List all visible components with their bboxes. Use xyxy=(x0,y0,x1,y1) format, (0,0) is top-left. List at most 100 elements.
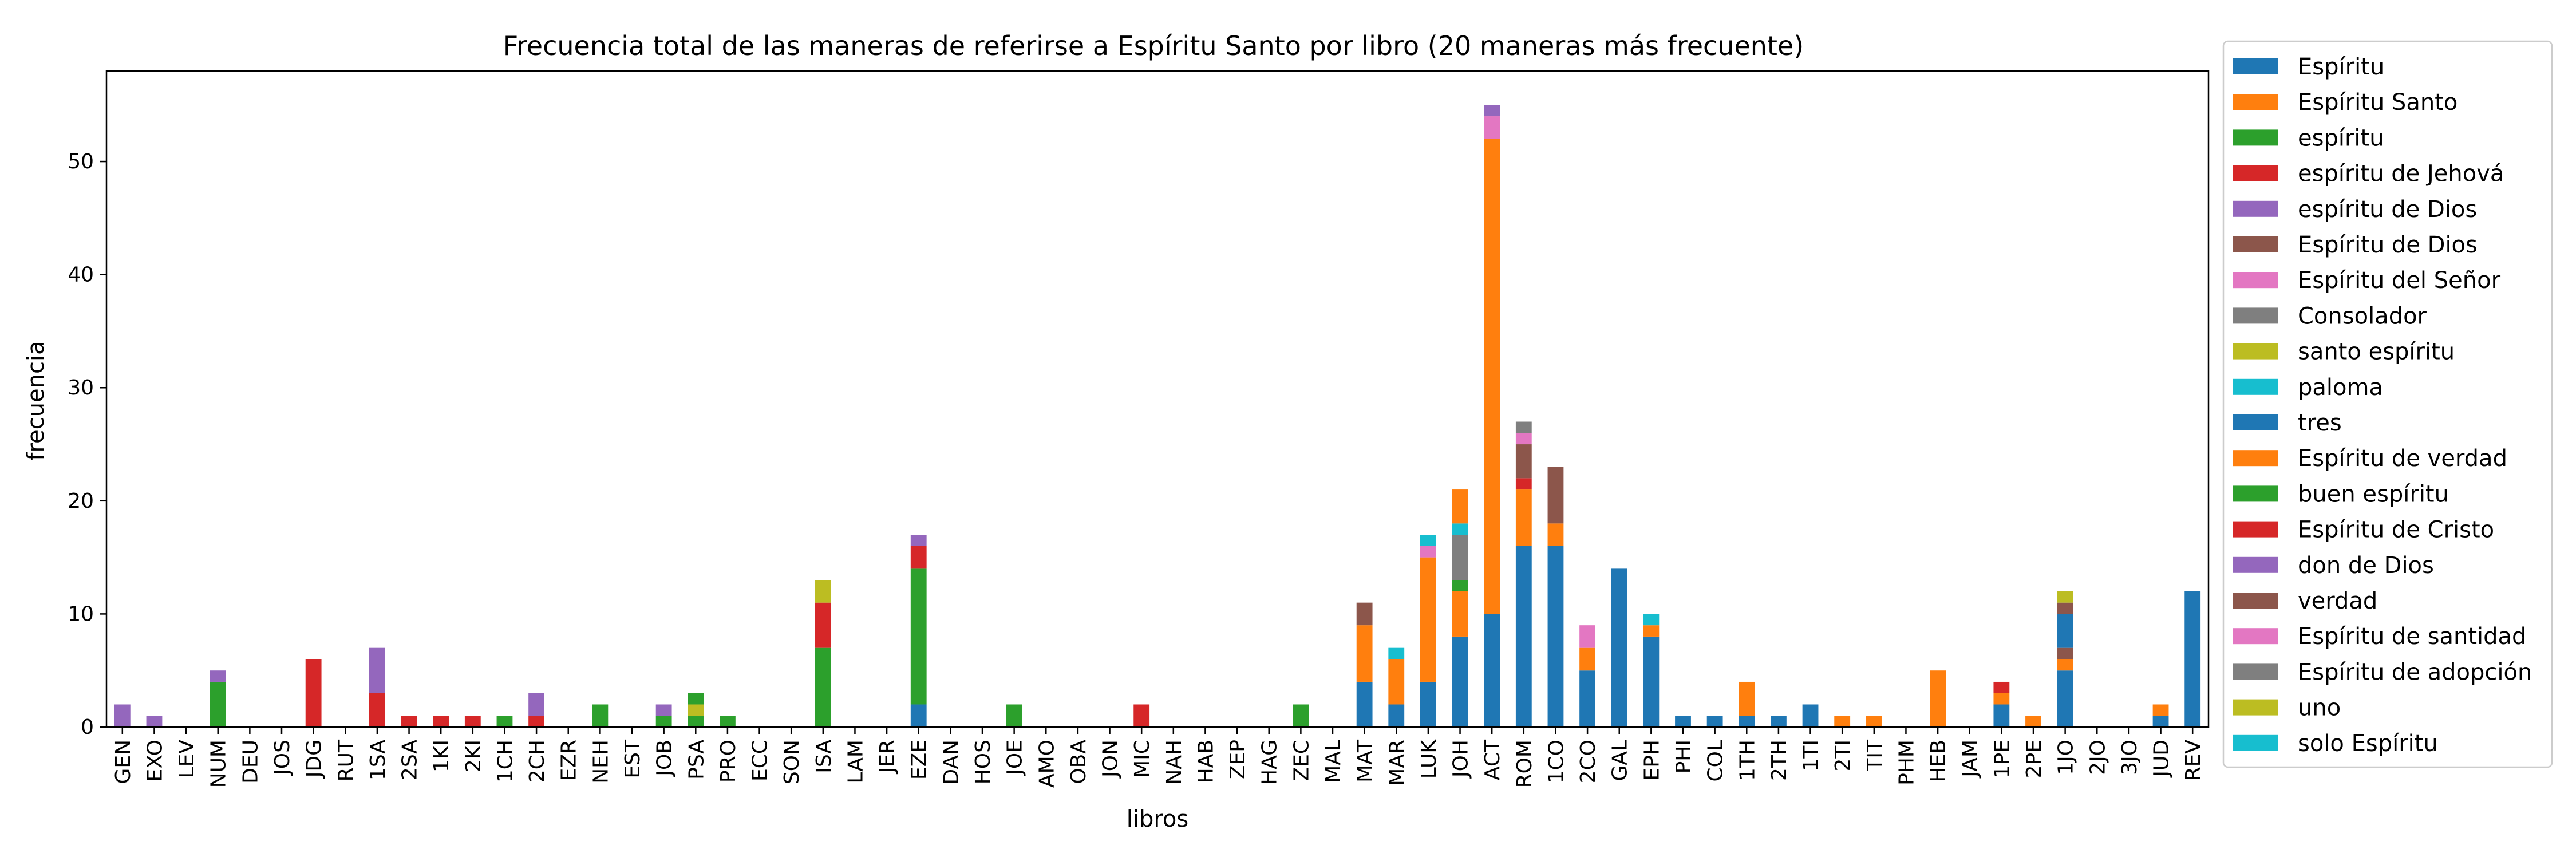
bar-segment xyxy=(1420,681,1436,727)
legend-box xyxy=(2222,40,2553,768)
x-tick-label: 2CO xyxy=(1577,740,1600,783)
chart-title: Frecuencia total de las maneras de refer… xyxy=(503,30,1804,61)
x-tick-label: LUK xyxy=(1417,739,1441,779)
bar-segment xyxy=(815,580,831,603)
bar-segment xyxy=(433,716,449,727)
bar-segment xyxy=(1547,546,1564,727)
y-tick-label: 30 xyxy=(68,376,94,400)
bar-segment xyxy=(464,716,481,727)
bar-segment xyxy=(114,704,131,727)
legend-label: Espíritu de Cristo xyxy=(2298,517,2494,543)
x-tick-label: 1TI xyxy=(1800,740,1823,772)
bar-segment xyxy=(1866,716,1882,727)
x-tick-label: NAH xyxy=(1163,740,1186,785)
x-tick-label: JON xyxy=(1099,740,1123,779)
bar-segment xyxy=(1515,421,1532,433)
legend-swatch xyxy=(2233,521,2278,538)
bar-segment xyxy=(1452,535,1468,580)
x-tick-label: ZEC xyxy=(1290,740,1313,781)
x-tick-label: PRO xyxy=(717,740,740,783)
plot-frame xyxy=(105,70,2210,728)
x-tick-label: MAL xyxy=(1322,740,1345,783)
bar-segment xyxy=(2025,716,2041,727)
x-tick-label: RUT xyxy=(334,739,358,781)
x-tick-label: 1PE xyxy=(1990,740,2014,778)
bar-segment xyxy=(1993,681,2010,693)
bar-segment xyxy=(910,535,927,546)
x-tick-label: JER xyxy=(876,740,899,774)
y-tick-label: 50 xyxy=(68,150,94,173)
bar-segment xyxy=(688,704,704,716)
x-tick-label: JOB xyxy=(653,740,677,777)
legend-label: Espíritu de verdad xyxy=(2298,445,2507,472)
bar-segment xyxy=(528,693,544,716)
bar-segment xyxy=(1547,467,1564,524)
x-tick-label: HOS xyxy=(971,740,995,784)
x-tick-label: ZEP xyxy=(1226,740,1250,779)
x-tick-label: JOE xyxy=(1003,740,1027,776)
x-tick-label: 3JO xyxy=(2118,740,2142,775)
bar-segment xyxy=(1771,716,1787,727)
bar-segment xyxy=(1388,704,1405,727)
legend-swatch xyxy=(2233,129,2278,146)
legend-swatch xyxy=(2233,378,2278,395)
legend-swatch xyxy=(2233,165,2278,181)
legend-label: Espíritu del Señor xyxy=(2298,267,2501,294)
bar-segment xyxy=(369,647,385,693)
x-tick-label: ECC xyxy=(749,740,772,781)
legend: Espíritu Espíritu Santo espíritu espíritu d… xyxy=(2222,40,2553,768)
bar-segment xyxy=(1484,105,1500,117)
bar-segment xyxy=(1993,704,2010,727)
x-tick-label: HAB xyxy=(1194,740,1218,783)
bar-segment xyxy=(1739,681,1755,716)
bar-segment xyxy=(910,546,927,569)
legend-label: espíritu de Dios xyxy=(2298,196,2477,223)
x-tick-label: JUD xyxy=(2150,740,2174,778)
bar-segment xyxy=(1133,704,1150,727)
x-tick-label: MIC xyxy=(1131,740,1154,778)
bar-segment xyxy=(2057,614,2073,648)
bar-segment xyxy=(2184,591,2201,727)
bar-segment xyxy=(1006,704,1022,727)
x-tick-label: LAM xyxy=(844,740,867,784)
legend-swatch xyxy=(2233,307,2278,324)
bar-segment xyxy=(1706,716,1723,727)
bar-segment xyxy=(1579,625,1595,648)
bar-segment xyxy=(910,568,927,705)
bar-segment xyxy=(1356,602,1373,626)
legend-label: espíritu xyxy=(2298,125,2384,151)
legend-label: verdad xyxy=(2298,588,2377,614)
bar-segment xyxy=(655,716,672,727)
bar-segment xyxy=(655,704,672,716)
bar-segment xyxy=(1356,625,1373,682)
legend-swatch xyxy=(2233,628,2278,645)
x-tick-label: GAL xyxy=(1609,740,1632,781)
legend-swatch xyxy=(2233,699,2278,716)
x-tick-label: MAT xyxy=(1354,739,1377,783)
legend-swatch xyxy=(2233,593,2278,609)
bar-segment xyxy=(688,693,704,705)
bar-segment xyxy=(2057,602,2073,614)
bar-segment xyxy=(1356,681,1373,727)
legend-label: don de Dios xyxy=(2298,552,2434,579)
bar-segment xyxy=(528,716,544,727)
legend-label: uno xyxy=(2298,695,2341,721)
x-tick-label: 2TH xyxy=(1768,740,1791,781)
bar-segment xyxy=(688,716,704,727)
axes: 0 10 20 30 40 50 GEN EXO LEV NUM DEU JOS JDG RUT 1SA 2S… xyxy=(68,70,2210,788)
bar-segment xyxy=(210,681,226,727)
bar-segment xyxy=(1452,489,1468,524)
x-tick-label: 1CO xyxy=(1544,740,1568,783)
x-tick-label: EZE xyxy=(908,740,931,780)
x-tick-label: 1JO xyxy=(2055,740,2078,775)
x-tick-label: COL xyxy=(1704,740,1728,782)
bar-segment xyxy=(1993,693,2010,705)
legend-swatch xyxy=(2233,94,2278,110)
legend-label: Espíritu Santo xyxy=(2298,89,2458,116)
x-axis-label: libros xyxy=(1127,806,1189,832)
x-tick-label: 1CH xyxy=(493,740,517,783)
bars xyxy=(114,105,2201,727)
x-tick-label: NEH xyxy=(589,740,613,784)
bar-segment xyxy=(1643,625,1660,637)
bar-segment xyxy=(1420,535,1436,546)
